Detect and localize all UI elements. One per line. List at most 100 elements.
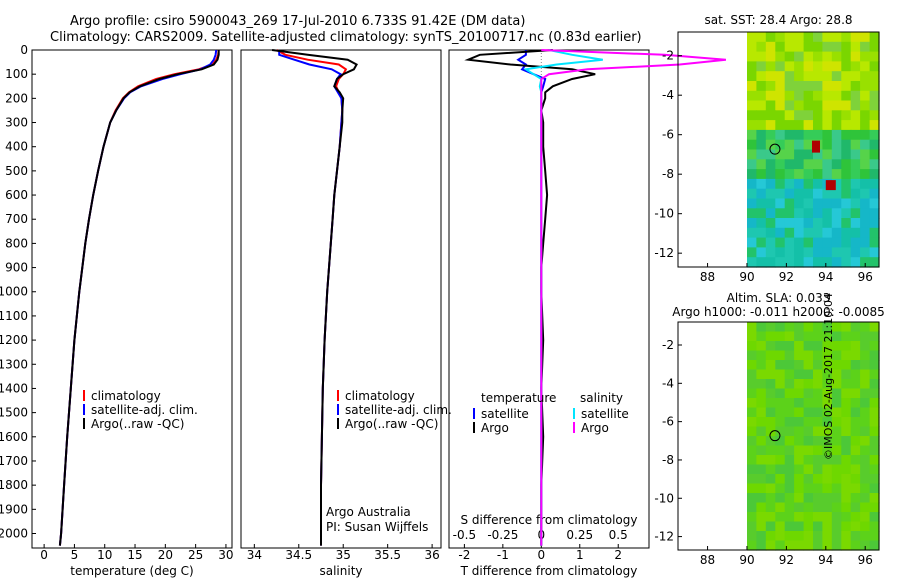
panel-frame-2 <box>240 49 442 549</box>
sst-map-cell <box>747 257 757 268</box>
sla-map-cell <box>794 455 805 466</box>
sla-map-cell <box>747 360 757 371</box>
sst-map-cell <box>831 257 842 268</box>
depth-tick-label: 400 <box>5 140 28 154</box>
sla-map-cell <box>841 426 852 437</box>
sst-map-cell <box>841 81 852 92</box>
sla-map-cell <box>822 531 833 542</box>
diff-x-tick-label: 0 <box>537 548 545 562</box>
sla-map-cell <box>850 426 861 437</box>
sst-map-cell <box>841 32 852 43</box>
sla-map-cell <box>775 322 786 333</box>
depth-tick-label: 100 <box>5 67 28 81</box>
sst-map-cell <box>822 32 833 43</box>
sla-map-cell <box>784 341 795 352</box>
sla-map-cell <box>860 436 871 447</box>
temp-x-tick-label: 10 <box>97 548 112 562</box>
sla-map-ytick-label: -10 <box>654 491 674 505</box>
depth-tick-label: 700 <box>5 212 28 226</box>
sst-map-cell <box>756 208 767 219</box>
sst-map-cell <box>841 178 852 190</box>
sla-map-cell <box>850 474 861 485</box>
sst-map-frame <box>677 31 880 268</box>
depth-tick-label: 1600 <box>0 430 28 444</box>
sla-map-cell <box>841 493 852 504</box>
sla-map-cell <box>841 464 852 475</box>
diff-x-tick-label: -1 <box>497 548 509 562</box>
sla-map-cell <box>756 341 767 352</box>
sla-map-cell <box>813 388 823 399</box>
sla-map-cell <box>831 369 842 380</box>
sst-map-cell <box>841 139 852 151</box>
sst-map-cell <box>850 247 861 258</box>
temp-x-tick-label: 5 <box>71 548 79 562</box>
sst-map-cell <box>841 218 852 229</box>
sst-map-cell <box>869 169 880 180</box>
sla-map-cell <box>775 417 786 428</box>
sst-map-cell <box>860 178 871 190</box>
sla-map-cell <box>831 341 842 352</box>
sla-map-cell <box>860 322 871 333</box>
sst-map-cell <box>756 110 767 121</box>
sst-map-xtick-label: 92 <box>779 270 794 284</box>
sst-map-cell <box>765 257 776 268</box>
sla-map-cell <box>869 388 880 399</box>
sla-map-cell <box>756 464 767 475</box>
sla-map-cell <box>850 388 861 399</box>
sla-map-cell <box>869 436 880 447</box>
sst-map-cell <box>813 32 823 43</box>
sst-map-cell <box>869 71 880 82</box>
sla-map-cell <box>803 350 814 361</box>
sla-map-xtick-label: 92 <box>779 553 794 567</box>
sla-map-cell <box>813 341 823 352</box>
sst-map-cell <box>860 257 871 268</box>
diff-series-3 <box>523 49 603 546</box>
sst-map-cell <box>841 188 852 200</box>
sst-map-cell <box>860 159 871 170</box>
sst-map-cell <box>784 169 795 180</box>
sla-map-cell <box>794 322 805 333</box>
sla-map-cell <box>794 540 805 551</box>
sla-map-cell <box>822 483 833 494</box>
sst-map-cell <box>822 237 833 248</box>
sla-map-cell <box>775 407 786 418</box>
sla-map-cell <box>756 322 767 333</box>
sst-map-cell <box>747 100 757 111</box>
sla-map-cell <box>850 521 861 532</box>
sla-map-cell <box>794 369 805 380</box>
sst-map-cell <box>822 169 833 180</box>
sla-map-cell <box>765 464 776 475</box>
sla-map-cell <box>841 350 852 361</box>
sla-map-cell <box>869 474 880 485</box>
sla-map-cell <box>822 474 833 485</box>
sla-map-cell <box>803 417 814 428</box>
sst-map-cell <box>813 120 823 131</box>
sst-map-cell <box>841 120 852 131</box>
sla-map-cell <box>756 445 767 456</box>
temp-x-tick-label: 20 <box>158 548 173 562</box>
sla-map-cell <box>765 398 776 409</box>
sla-map-cell <box>850 493 861 504</box>
sla-map-cell <box>850 502 861 513</box>
sst-map-cell <box>813 178 823 190</box>
sst-map-cell <box>765 139 776 151</box>
sla-map-cell <box>747 483 757 494</box>
sla-map-cell <box>869 531 880 542</box>
sla-map-cell <box>775 398 786 409</box>
sla-map-cell <box>841 360 852 371</box>
sst-map-cell <box>841 90 852 102</box>
sla-map-cell <box>869 464 880 475</box>
sla-map-cell <box>850 379 861 390</box>
sla-map-cell <box>747 540 757 551</box>
sst-map-cell <box>850 139 861 151</box>
sla-map-cell <box>756 455 767 466</box>
sla-map-cell <box>860 464 871 475</box>
sst-map-cell <box>822 257 833 268</box>
depth-tick-label: 1100 <box>0 309 28 323</box>
sst-map-cell <box>784 198 795 209</box>
sla-map-cell <box>850 350 861 361</box>
sst-map-cell <box>784 71 795 82</box>
sla-map-cell <box>831 483 842 494</box>
sst-map-cell <box>756 139 767 151</box>
sst-map-cell <box>869 237 880 248</box>
